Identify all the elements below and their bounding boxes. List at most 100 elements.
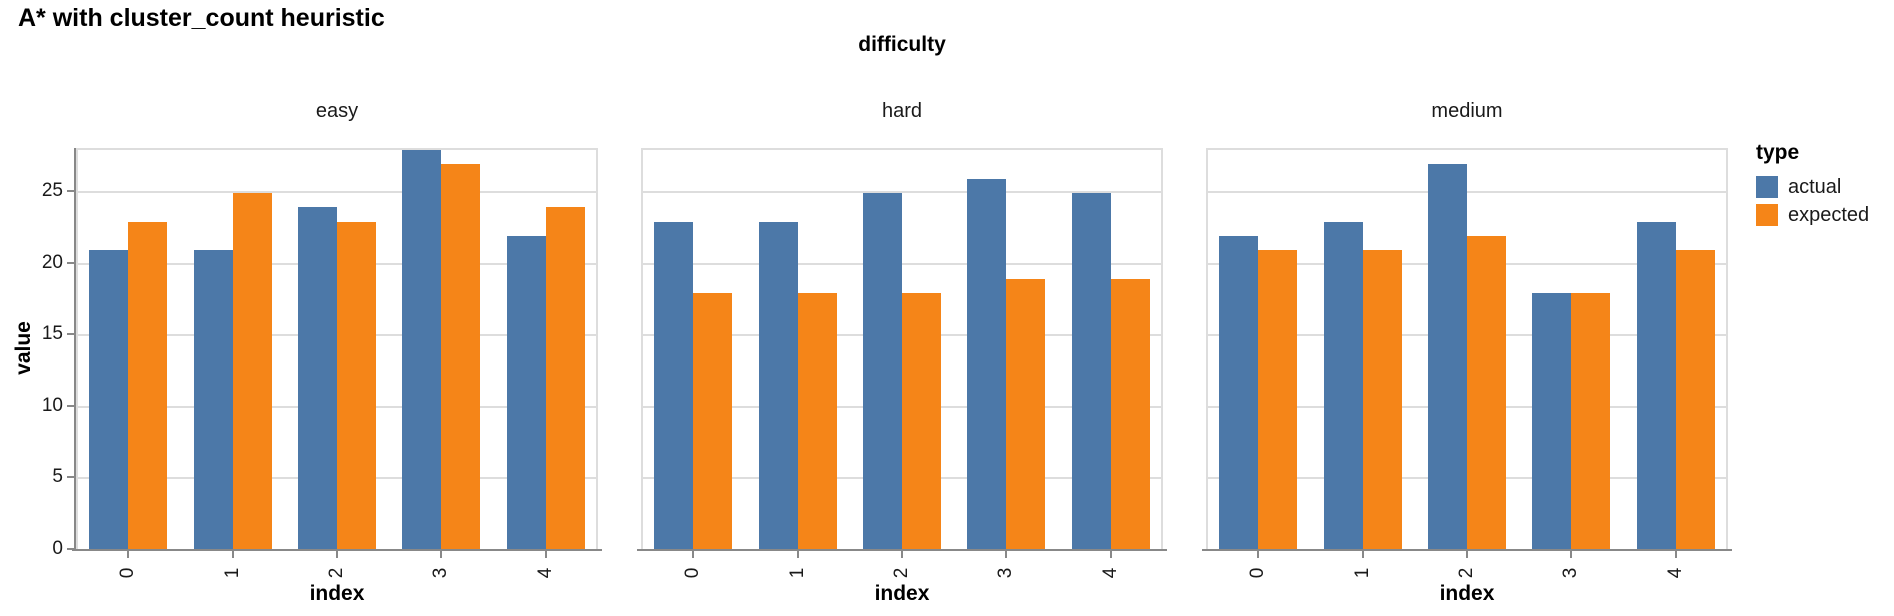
x-tick-label-hard-4: 4	[1099, 567, 1121, 579]
x-tick-label-medium-1: 1	[1351, 567, 1373, 579]
bar-easy-1-expected	[232, 192, 272, 551]
x-tick-hard-0	[692, 551, 695, 558]
bar-hard-2-expected	[902, 293, 941, 551]
bar-hard-3-actual	[967, 178, 1007, 551]
y-tick-15	[67, 333, 74, 336]
facet-label-medium: medium	[1431, 100, 1503, 122]
plot-panel-hard	[641, 148, 1163, 551]
x-tick-label-medium-4: 4	[1664, 567, 1686, 579]
bar-medium-4-expected	[1675, 250, 1715, 551]
y-tick-0	[67, 548, 74, 550]
x-tick-label-medium-0: 0	[1247, 567, 1269, 579]
x-tick-hard-2	[901, 551, 903, 558]
x-axis-line-hard	[637, 549, 1167, 551]
x-tick-easy-1	[231, 551, 234, 558]
bar-medium-2-expected	[1467, 235, 1506, 551]
y-tick-10	[67, 404, 74, 407]
x-tick-label-easy-3: 3	[430, 567, 452, 579]
bar-easy-3-actual	[402, 150, 442, 551]
bar-medium-1-expected	[1362, 250, 1402, 551]
bar-easy-2-expected	[337, 221, 376, 551]
x-tick-medium-1	[1361, 551, 1364, 558]
x-tick-easy-0	[127, 551, 130, 558]
x-tick-easy-3	[440, 551, 443, 558]
x-tick-easy-2	[336, 551, 338, 558]
x-axis-title-easy: index	[309, 582, 365, 605]
gridline-y-25	[1208, 190, 1726, 193]
x-tick-label-easy-1: 1	[221, 567, 243, 579]
x-tick-easy-4	[544, 551, 547, 558]
y-tick-label-0: 0	[52, 538, 63, 559]
bar-medium-4-actual	[1636, 221, 1676, 551]
bar-hard-4-actual	[1071, 192, 1111, 551]
bar-easy-1-actual	[193, 250, 233, 551]
y-tick-label-15: 15	[41, 323, 63, 345]
x-tick-label-hard-3: 3	[995, 567, 1017, 579]
y-tick-label-25: 25	[41, 179, 63, 201]
x-axis-line-medium	[1202, 549, 1732, 551]
y-tick-25	[67, 189, 74, 192]
x-tick-label-hard-2: 2	[891, 567, 912, 579]
gridline-y-25	[78, 190, 596, 193]
x-tick-hard-3	[1005, 551, 1008, 558]
legend: type actual expected	[1756, 141, 1869, 231]
gridline-y-20	[643, 262, 1161, 265]
legend-swatch-expected	[1756, 204, 1778, 226]
plot-panel-medium	[1206, 148, 1728, 551]
facet-label-easy: easy	[315, 100, 359, 122]
bar-hard-1-expected	[797, 293, 837, 551]
bar-medium-3-expected	[1571, 293, 1611, 551]
legend-title: type	[1756, 141, 1800, 164]
x-tick-medium-3	[1570, 551, 1573, 558]
bar-medium-0-actual	[1219, 235, 1259, 551]
bar-hard-1-actual	[758, 221, 798, 551]
y-tick-label-10: 10	[41, 394, 63, 416]
bar-easy-2-actual	[298, 207, 337, 551]
x-axis-title-hard: index	[874, 582, 930, 605]
bar-easy-4-actual	[506, 235, 546, 551]
legend-label-actual: actual	[1788, 175, 1842, 198]
y-tick-label-5: 5	[52, 466, 63, 488]
bar-hard-3-expected	[1006, 278, 1046, 551]
x-tick-hard-1	[796, 551, 799, 558]
legend-label-expected: expected	[1788, 203, 1870, 226]
bar-hard-0-actual	[654, 221, 694, 551]
bar-easy-4-expected	[545, 207, 585, 551]
x-tick-label-medium-3: 3	[1560, 567, 1582, 579]
legend-item-expected: expected	[1756, 203, 1869, 227]
bar-easy-0-actual	[89, 250, 129, 551]
x-tick-medium-4	[1674, 551, 1677, 558]
x-tick-medium-0	[1257, 551, 1260, 558]
x-tick-medium-2	[1466, 551, 1468, 558]
facet-label-hard: hard	[881, 100, 923, 122]
bar-medium-3-actual	[1532, 293, 1572, 551]
y-tick-5	[67, 476, 74, 479]
x-axis-line-easy	[72, 549, 602, 551]
legend-swatch-actual	[1756, 176, 1778, 198]
gridline-y-25	[643, 190, 1161, 193]
bar-hard-2-actual	[863, 192, 902, 551]
x-tick-label-easy-0: 0	[117, 567, 139, 579]
x-tick-hard-4	[1109, 551, 1112, 558]
x-axis-title-medium: index	[1439, 582, 1495, 605]
x-tick-label-easy-2: 2	[326, 567, 347, 579]
legend-rows: actual expected	[1756, 175, 1869, 227]
y-axis-line	[74, 148, 76, 551]
x-tick-label-hard-1: 1	[786, 567, 808, 579]
bar-medium-0-expected	[1258, 250, 1298, 551]
bar-easy-3-expected	[441, 164, 481, 551]
bar-medium-1-actual	[1323, 221, 1363, 551]
bar-hard-4-expected	[1110, 278, 1150, 551]
x-tick-label-hard-0: 0	[682, 567, 704, 579]
bar-easy-0-expected	[128, 221, 168, 551]
x-tick-label-easy-4: 4	[534, 567, 556, 579]
bar-medium-2-actual	[1428, 164, 1467, 551]
bar-hard-0-expected	[693, 293, 733, 551]
x-tick-label-medium-2: 2	[1456, 567, 1477, 579]
facet-header-title: difficulty	[858, 33, 946, 56]
y-tick-20	[67, 261, 74, 264]
chart-title: A* with cluster_count heuristic	[18, 4, 385, 32]
plot-panel-easy	[76, 148, 598, 551]
y-tick-label-20: 20	[41, 251, 63, 273]
